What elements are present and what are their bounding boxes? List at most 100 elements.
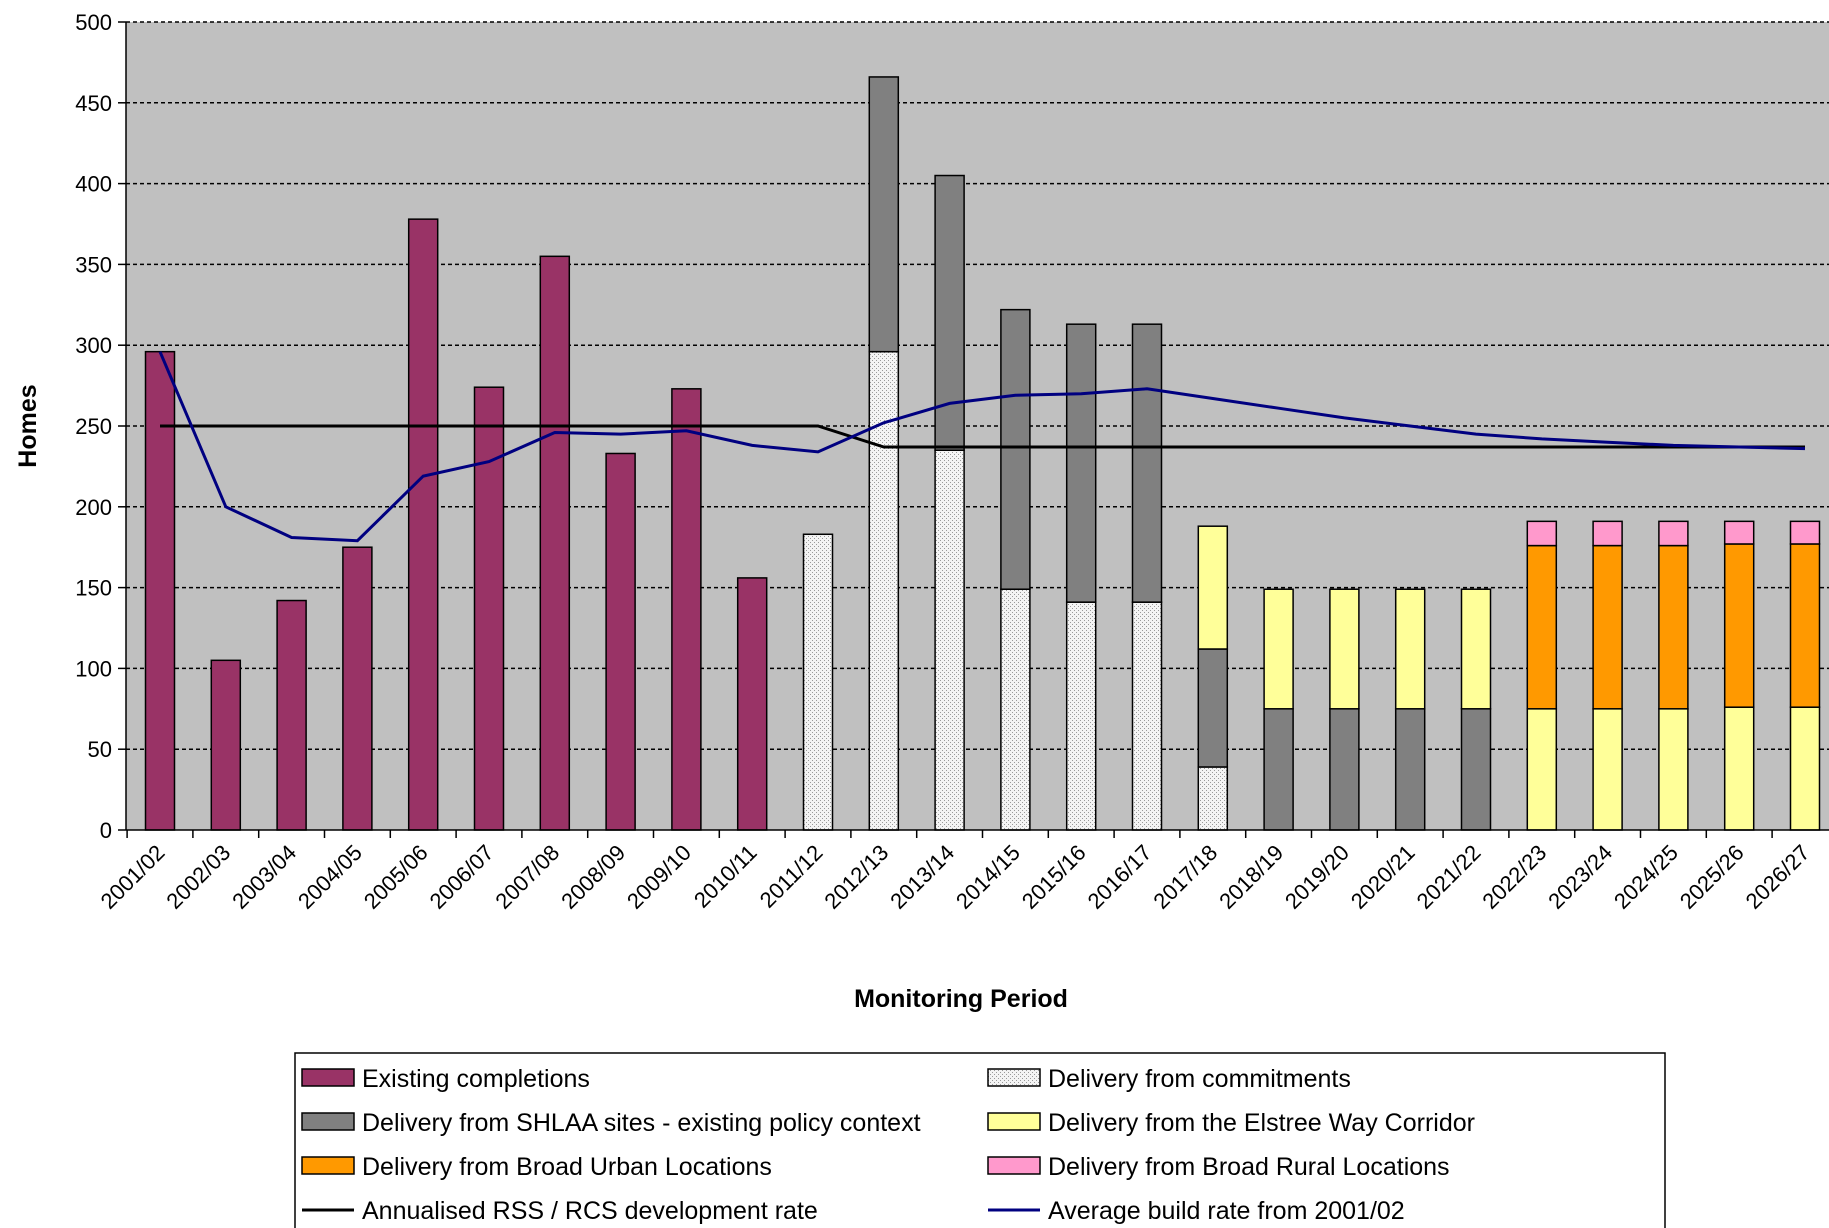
x-tick-label-2006-07: 2006/07 [425, 840, 499, 914]
x-axis-title: Monitoring Period [854, 985, 1068, 1013]
y-tick-label-400: 400 [75, 172, 112, 197]
bar-delivery-from-shlaa-sites-existing-policy-context-2015-16 [1065, 323, 1097, 603]
x-tick-label-2013-14: 2013/14 [885, 840, 959, 914]
bar-delivery-from-commitments-2011-12 [802, 533, 834, 831]
legend-swatch-delivery-from-broad-rural-locations [987, 1156, 1041, 1175]
y-tick-label-450: 450 [75, 91, 112, 116]
y-tick-label-300: 300 [75, 333, 112, 358]
bar-delivery-from-broad-urban-locations-2024-25 [1658, 544, 1689, 710]
bar-delivery-from-shlaa-sites-existing-policy-context-2017-18 [1197, 648, 1229, 768]
bar-existing-completions-2007-08 [539, 255, 571, 831]
x-tick-label-2025-26: 2025/26 [1675, 840, 1749, 914]
y-tick-label-50: 50 [88, 737, 112, 762]
bar-delivery-from-the-elstree-way-corridor-2019-20 [1329, 588, 1360, 710]
bar-existing-completions-2005-06 [407, 218, 439, 831]
bar-delivery-from-the-elstree-way-corridor-2024-25 [1658, 708, 1689, 831]
legend-swatch-delivery-from-commitments [987, 1068, 1041, 1087]
bar-delivery-from-shlaa-sites-existing-policy-context-2012-13 [868, 76, 900, 353]
bar-delivery-from-the-elstree-way-corridor-2023-24 [1592, 708, 1623, 831]
x-tick-label-2001-02: 2001/02 [96, 840, 170, 914]
x-tick-label-2026-27: 2026/27 [1741, 840, 1815, 914]
x-tick-label-2008-09: 2008/09 [556, 840, 630, 914]
x-tick-label-2022-23: 2022/23 [1477, 840, 1551, 914]
x-tick-label-2019-20: 2019/20 [1280, 840, 1354, 914]
bar-delivery-from-commitments-2015-16 [1065, 601, 1097, 831]
y-tick-label-200: 200 [75, 495, 112, 520]
bar-delivery-from-the-elstree-way-corridor-2018-19 [1263, 588, 1294, 710]
legend-label-delivery-from-shlaa-sites-existing-policy-context: Delivery from SHLAA sites - existing pol… [362, 1109, 921, 1137]
bar-delivery-from-broad-urban-locations-2022-23 [1526, 544, 1558, 710]
bar-delivery-from-broad-urban-locations-2025-26 [1723, 543, 1755, 708]
legend-swatch-delivery-from-broad-urban-locations [301, 1156, 355, 1175]
y-axis-title: Homes [14, 384, 42, 467]
bar-delivery-from-shlaa-sites-existing-policy-context-2016-17 [1131, 323, 1163, 603]
x-tick-label-2010-11: 2010/11 [689, 840, 762, 913]
x-tick-label-2016-17: 2016/17 [1083, 840, 1157, 914]
bar-existing-completions-2001-02 [144, 350, 176, 831]
x-tick-label-2021-22: 2021/22 [1412, 840, 1486, 914]
bar-delivery-from-broad-rural-locations-2023-24 [1592, 520, 1623, 547]
lines [158, 351, 1806, 543]
legend-swatch-delivery-from-shlaa-sites-existing-policy-context [301, 1112, 355, 1131]
bar-delivery-from-broad-rural-locations-2025-26 [1723, 520, 1755, 545]
bar-delivery-from-broad-urban-locations-2026-27 [1789, 543, 1821, 708]
x-tick-label-2002-03: 2002/03 [161, 840, 235, 914]
bar-delivery-from-the-elstree-way-corridor-2017-18 [1197, 525, 1229, 650]
legend-label-existing-completions: Existing completions [362, 1065, 590, 1093]
x-tick-label-2003-04: 2003/04 [227, 840, 301, 914]
bar-existing-completions-2003-04 [276, 599, 307, 831]
x-tick-label-2004-05: 2004/05 [293, 840, 367, 914]
x-tick-label-2012-13: 2012/13 [819, 840, 893, 914]
bar-delivery-from-commitments-2014-15 [1000, 588, 1031, 831]
bar-delivery-from-commitments-2012-13 [868, 350, 900, 831]
bar-delivery-from-broad-rural-locations-2026-27 [1789, 520, 1821, 545]
legend-swatch-existing-completions [301, 1068, 355, 1087]
line-annualised-rss-rcs-development-rate [160, 424, 1805, 449]
y-tick-label-100: 100 [75, 656, 112, 681]
x-tick-label-2023-24: 2023/24 [1543, 840, 1617, 914]
y-tick-label-500: 500 [75, 10, 112, 35]
bar-existing-completions-2002-03 [210, 659, 242, 831]
legend-label-delivery-from-broad-urban-locations: Delivery from Broad Urban Locations [362, 1153, 772, 1181]
x-tick-label-2017-18: 2017/18 [1148, 840, 1222, 914]
bar-delivery-from-commitments-2017-18 [1197, 766, 1229, 831]
bar-delivery-from-the-elstree-way-corridor-2026-27 [1789, 706, 1821, 831]
x-tick-label-2007-08: 2007/08 [490, 840, 564, 914]
x-tick-label-2024-25: 2024/25 [1609, 840, 1683, 914]
bar-delivery-from-shlaa-sites-existing-policy-context-2013-14 [934, 174, 965, 451]
bar-delivery-from-the-elstree-way-corridor-2025-26 [1723, 706, 1755, 831]
x-tick-label-2011-12: 2011/12 [755, 840, 828, 913]
bar-delivery-from-shlaa-sites-existing-policy-context-2019-20 [1329, 708, 1360, 831]
bar-delivery-from-the-elstree-way-corridor-2022-23 [1526, 708, 1558, 831]
bar-delivery-from-broad-rural-locations-2022-23 [1526, 520, 1558, 547]
y-tick-label-350: 350 [75, 252, 112, 277]
x-tick-label-2015-16: 2015/16 [1017, 840, 1091, 914]
bar-delivery-from-commitments-2013-14 [934, 449, 965, 831]
bar-existing-completions-2010-11 [736, 577, 768, 831]
legend-label-delivery-from-the-elstree-way-corridor: Delivery from the Elstree Way Corridor [1048, 1109, 1475, 1137]
legend-label-delivery-from-commitments: Delivery from commitments [1048, 1065, 1351, 1093]
legend-label-annualised-rss-rcs-development-rate: Annualised RSS / RCS development rate [362, 1197, 818, 1225]
legend-box [294, 1052, 1666, 1228]
bar-existing-completions-2004-05 [342, 546, 373, 831]
x-tick-label-2014-15: 2014/15 [951, 840, 1025, 914]
x-tick-label-2018-19: 2018/19 [1214, 840, 1288, 914]
bar-delivery-from-broad-rural-locations-2024-25 [1658, 520, 1689, 547]
bars [144, 76, 1821, 831]
y-tick-label-250: 250 [75, 414, 112, 439]
bar-delivery-from-commitments-2016-17 [1131, 601, 1163, 831]
x-tick-label-2009-10: 2009/10 [622, 840, 696, 914]
bar-delivery-from-the-elstree-way-corridor-2020-21 [1394, 588, 1426, 710]
bar-delivery-from-shlaa-sites-existing-policy-context-2020-21 [1394, 708, 1426, 831]
line-average-build-rate-from-2001-02 [158, 351, 1806, 543]
bar-delivery-from-shlaa-sites-existing-policy-context-2018-19 [1263, 708, 1294, 831]
bar-delivery-from-broad-urban-locations-2023-24 [1592, 544, 1623, 710]
bar-delivery-from-the-elstree-way-corridor-2021-22 [1460, 588, 1492, 710]
bar-existing-completions-2008-09 [605, 452, 636, 831]
bar-delivery-from-shlaa-sites-existing-policy-context-2021-22 [1460, 708, 1492, 831]
legend: Existing completions Delivery from commit… [294, 1052, 1666, 1228]
legend-label-delivery-from-broad-rural-locations: Delivery from Broad Rural Locations [1048, 1153, 1450, 1181]
bar-existing-completions-2009-10 [671, 388, 702, 831]
legend-label-average-build-rate-from-2001-02: Average build rate from 2001/02 [1048, 1197, 1405, 1225]
